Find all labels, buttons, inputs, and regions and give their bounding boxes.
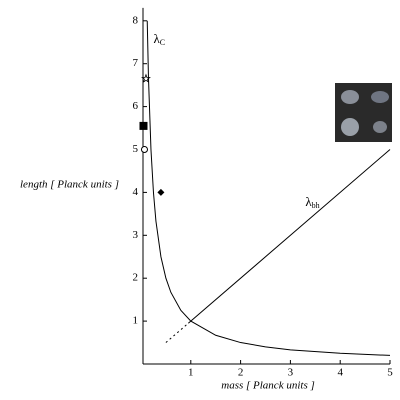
marker (141, 73, 151, 83)
x-tick-label: 5 (387, 367, 393, 379)
x-tick-label: 3 (288, 367, 294, 379)
y-tick-label: 7 (133, 57, 139, 69)
y-axis-label: length [ Planck units ] (20, 179, 119, 191)
y-tick-label: 1 (133, 315, 139, 327)
x-tick-label: 2 (238, 367, 244, 379)
x-tick-label: 4 (337, 367, 343, 379)
y-tick-label: 6 (133, 100, 139, 112)
line-label: λbh (305, 194, 319, 210)
marker (140, 146, 148, 153)
line-label: λC (153, 31, 165, 47)
x-tick-label: 1 (188, 367, 194, 379)
y-tick-label: 4 (133, 186, 139, 198)
line (146, 20, 391, 356)
x-axis-label: mass [ Planck units ] (221, 380, 315, 392)
label-symbol: λ (153, 31, 160, 46)
marker (157, 188, 165, 196)
line (165, 322, 189, 343)
y-tick-label: 8 (133, 14, 139, 26)
galaxy-image (335, 83, 392, 142)
y-tick-label: 5 (133, 143, 139, 155)
label-subscript: C (160, 38, 165, 47)
y-tick-label: 3 (133, 229, 139, 241)
line (187, 149, 391, 324)
label-symbol: λ (305, 194, 312, 209)
marker (139, 121, 148, 130)
y-tick-label: 2 (133, 272, 139, 284)
label-subscript: bh (312, 201, 320, 210)
